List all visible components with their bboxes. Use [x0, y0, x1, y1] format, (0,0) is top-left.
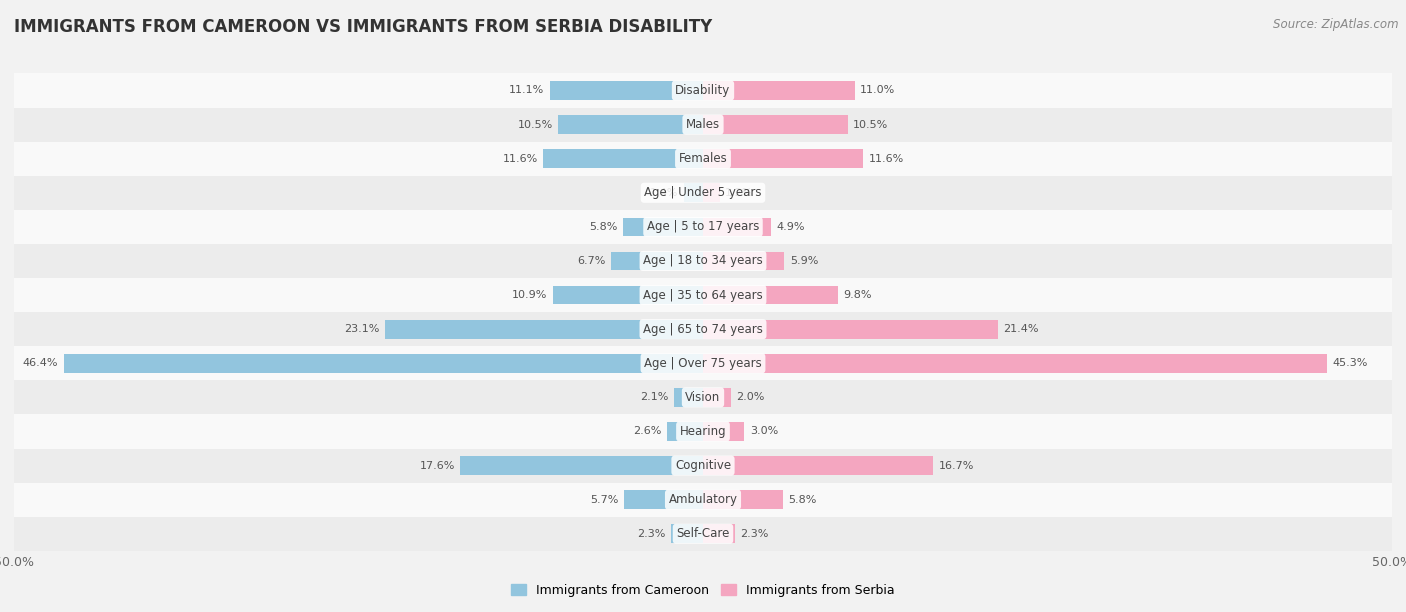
Text: 10.5%: 10.5% [853, 119, 889, 130]
Bar [14, 73, 1392, 108]
Text: 10.5%: 10.5% [517, 119, 553, 130]
Text: 9.8%: 9.8% [844, 290, 872, 300]
Text: Self-Care: Self-Care [676, 528, 730, 540]
Bar [14, 483, 1392, 517]
Bar [703, 149, 863, 168]
Text: 4.9%: 4.9% [776, 222, 804, 232]
Text: 3.0%: 3.0% [749, 427, 778, 436]
Text: 5.8%: 5.8% [589, 222, 617, 232]
Bar [550, 81, 703, 100]
Bar [703, 217, 770, 236]
Text: Cognitive: Cognitive [675, 459, 731, 472]
Text: 46.4%: 46.4% [22, 358, 58, 368]
Bar [63, 354, 703, 373]
Bar [543, 149, 703, 168]
Text: Age | 18 to 34 years: Age | 18 to 34 years [643, 255, 763, 267]
Bar [14, 244, 1392, 278]
Text: 11.6%: 11.6% [502, 154, 537, 163]
Text: 11.1%: 11.1% [509, 86, 544, 95]
Bar [671, 524, 703, 543]
Text: 16.7%: 16.7% [939, 461, 974, 471]
Bar [553, 286, 703, 304]
Text: 1.2%: 1.2% [725, 188, 754, 198]
Text: Age | Under 5 years: Age | Under 5 years [644, 186, 762, 200]
Bar [461, 456, 703, 475]
Legend: Immigrants from Cameroon, Immigrants from Serbia: Immigrants from Cameroon, Immigrants fro… [506, 579, 900, 602]
Text: 21.4%: 21.4% [1004, 324, 1039, 334]
Text: 2.0%: 2.0% [737, 392, 765, 402]
Text: 2.6%: 2.6% [633, 427, 662, 436]
Bar [385, 320, 703, 338]
Text: 17.6%: 17.6% [419, 461, 456, 471]
Text: Ambulatory: Ambulatory [668, 493, 738, 506]
Bar [14, 108, 1392, 141]
Bar [14, 141, 1392, 176]
Bar [14, 414, 1392, 449]
Text: IMMIGRANTS FROM CAMEROON VS IMMIGRANTS FROM SERBIA DISABILITY: IMMIGRANTS FROM CAMEROON VS IMMIGRANTS F… [14, 18, 713, 36]
Text: 1.4%: 1.4% [650, 188, 678, 198]
Text: Females: Females [679, 152, 727, 165]
Text: Source: ZipAtlas.com: Source: ZipAtlas.com [1274, 18, 1399, 31]
Bar [14, 176, 1392, 210]
Bar [14, 449, 1392, 483]
Bar [703, 456, 934, 475]
Text: 11.0%: 11.0% [860, 86, 896, 95]
Bar [14, 312, 1392, 346]
Bar [703, 184, 720, 202]
Bar [703, 286, 838, 304]
Bar [703, 524, 735, 543]
Text: 45.3%: 45.3% [1333, 358, 1368, 368]
Text: 23.1%: 23.1% [344, 324, 380, 334]
Text: Age | Over 75 years: Age | Over 75 years [644, 357, 762, 370]
Text: Vision: Vision [685, 391, 721, 404]
Bar [703, 422, 744, 441]
Text: 10.9%: 10.9% [512, 290, 547, 300]
Text: 2.3%: 2.3% [637, 529, 666, 539]
Bar [610, 252, 703, 271]
Bar [673, 388, 703, 407]
Bar [703, 320, 998, 338]
Text: 5.8%: 5.8% [789, 494, 817, 505]
Text: 5.9%: 5.9% [790, 256, 818, 266]
Bar [14, 380, 1392, 414]
Bar [703, 115, 848, 134]
Text: Males: Males [686, 118, 720, 131]
Bar [703, 388, 731, 407]
Bar [703, 490, 783, 509]
Text: 2.3%: 2.3% [740, 529, 769, 539]
Text: 11.6%: 11.6% [869, 154, 904, 163]
Text: 6.7%: 6.7% [576, 256, 605, 266]
Bar [14, 278, 1392, 312]
Bar [703, 252, 785, 271]
Bar [14, 210, 1392, 244]
Bar [624, 490, 703, 509]
Bar [703, 354, 1327, 373]
Text: Hearing: Hearing [679, 425, 727, 438]
Bar [703, 81, 855, 100]
Bar [683, 184, 703, 202]
Bar [623, 217, 703, 236]
Bar [668, 422, 703, 441]
Bar [14, 517, 1392, 551]
Text: 2.1%: 2.1% [640, 392, 669, 402]
Text: Disability: Disability [675, 84, 731, 97]
Text: Age | 5 to 17 years: Age | 5 to 17 years [647, 220, 759, 233]
Bar [14, 346, 1392, 380]
Bar [558, 115, 703, 134]
Text: Age | 65 to 74 years: Age | 65 to 74 years [643, 323, 763, 335]
Text: 5.7%: 5.7% [591, 494, 619, 505]
Text: Age | 35 to 64 years: Age | 35 to 64 years [643, 289, 763, 302]
